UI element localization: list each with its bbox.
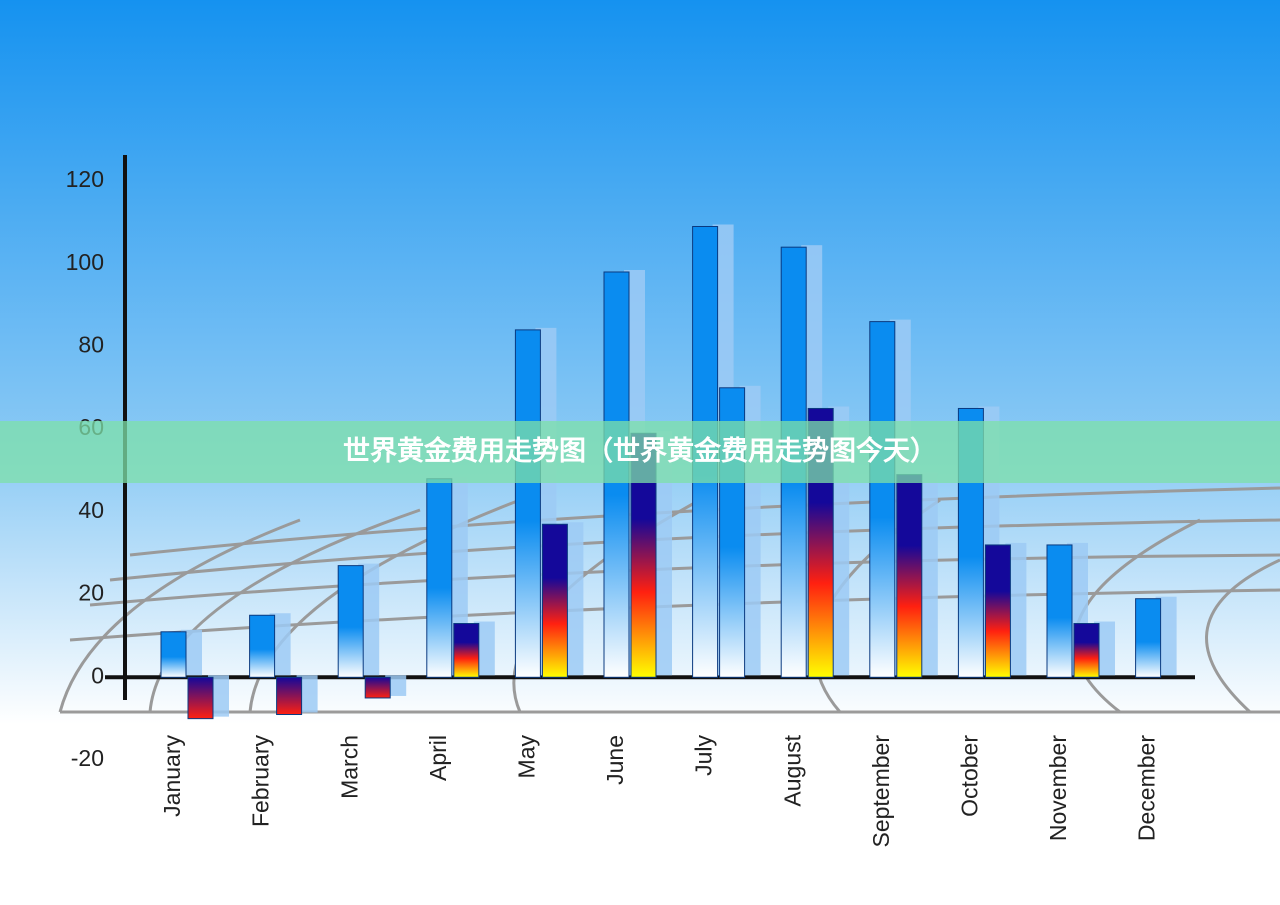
bar [160,631,187,678]
bar [514,329,541,678]
x-tick-label: April [425,735,451,781]
bar [1046,544,1073,678]
bar [364,676,391,699]
x-tick-label: May [513,735,539,779]
bar [896,474,923,678]
y-tick-label: 0 [91,662,104,688]
bar [541,523,568,678]
x-tick-label: December [1134,735,1160,841]
x-tick-label: September [868,735,894,848]
x-tick-label: November [1045,735,1071,841]
y-tick-label: -20 [71,745,104,771]
x-tick-label: July [691,735,717,776]
title-banner [0,421,1280,483]
y-tick-label: 20 [78,580,104,606]
bar [249,614,276,678]
bar [453,623,480,678]
x-tick-label: January [159,735,185,817]
y-tick-label: 120 [66,166,104,192]
bar [984,544,1011,678]
x-tick-label: August [779,734,805,806]
x-tick-label: June [602,735,628,785]
bar [426,478,453,678]
y-tick-label: 80 [78,332,104,358]
bar [276,676,303,716]
bar [869,321,896,678]
chart-title: 世界黄金费用走势图（世界黄金费用走势图今天） [343,435,937,466]
x-tick-label: February [248,735,274,828]
x-tick-label: March [336,735,362,799]
bar [187,676,214,720]
y-tick-label: 40 [78,497,104,523]
bar [1073,623,1100,678]
bar [1135,598,1162,678]
x-tick-label: October [956,735,982,817]
bar [337,565,364,678]
y-tick-label: 100 [66,249,104,275]
